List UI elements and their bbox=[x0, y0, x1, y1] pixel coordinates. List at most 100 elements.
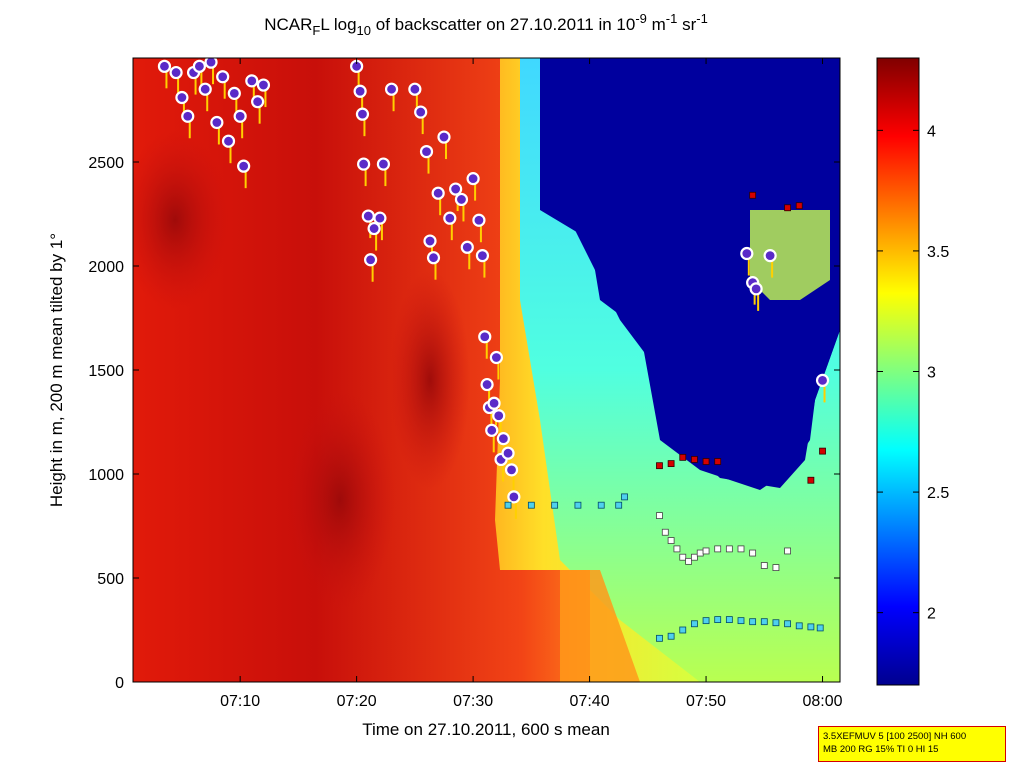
aerosol-layer-marker bbox=[714, 545, 722, 553]
cloud-base-marker bbox=[175, 90, 189, 105]
y-axis-ticks: 0 500 1000 1500 2000 2500 bbox=[88, 155, 840, 692]
layer-top-marker bbox=[679, 453, 687, 461]
x-tick-label: 07:10 bbox=[220, 693, 260, 710]
aerosol-layer-marker bbox=[679, 553, 687, 561]
mixing-layer-low-marker bbox=[816, 624, 824, 632]
dark-core-3 bbox=[390, 270, 470, 490]
cloud-base-marker bbox=[480, 377, 494, 392]
cloud-base-marker bbox=[364, 253, 378, 267]
lower-orange-edge bbox=[560, 570, 640, 682]
cloud-base-marker bbox=[489, 350, 504, 365]
cloud-base-marker bbox=[245, 74, 259, 88]
cloud-base-marker bbox=[763, 249, 777, 263]
cloud-base-marker bbox=[460, 240, 474, 254]
cloud-base-marker bbox=[408, 82, 422, 96]
cloud-base-marker bbox=[492, 409, 506, 423]
cloud-base-marker bbox=[472, 213, 486, 227]
y-axis-label: Height in m, 200 m mean tilted by 1° bbox=[47, 233, 66, 507]
mixing-layer-low-marker bbox=[691, 620, 698, 628]
mixing-layer-low-marker bbox=[760, 618, 768, 626]
layer-top-marker bbox=[749, 191, 757, 199]
x-tick-label: 07:30 bbox=[453, 693, 493, 710]
y-tick-label: 0 bbox=[115, 675, 124, 692]
mixing-layer-low-marker bbox=[784, 620, 791, 628]
cloud-base-marker bbox=[227, 86, 241, 100]
cloud-base-marker bbox=[449, 182, 463, 196]
x-tick-label: 07:40 bbox=[570, 693, 610, 710]
cloud-base-marker bbox=[496, 432, 510, 446]
aerosol-layer-marker bbox=[737, 545, 745, 553]
colorbar-tick-label: 3.5 bbox=[927, 244, 949, 261]
x-tick-label: 08:00 bbox=[803, 693, 843, 710]
cloud-base-marker bbox=[353, 84, 367, 98]
cloud-base-marker bbox=[361, 209, 375, 223]
mixing-layer-low-marker bbox=[656, 634, 663, 642]
mixing-layer-mid-marker bbox=[574, 501, 582, 509]
layer-top-marker bbox=[691, 456, 698, 463]
colorbar-tick-label: 2.5 bbox=[927, 485, 949, 502]
cloud-base-marker bbox=[414, 105, 428, 119]
y-tick-label: 2000 bbox=[88, 259, 124, 276]
mixing-layer-low-marker bbox=[749, 618, 757, 626]
mixing-layer-mid-marker bbox=[551, 501, 559, 509]
cloud-base-marker bbox=[198, 82, 212, 96]
aerosol-layer-marker bbox=[673, 545, 681, 553]
y-tick-label: 500 bbox=[97, 571, 124, 588]
cloud-base-marker bbox=[815, 373, 830, 387]
layer-top-marker bbox=[714, 458, 722, 465]
cloud-base-marker bbox=[443, 211, 457, 225]
mixing-layer-low-marker bbox=[737, 617, 745, 625]
cloud-base-marker bbox=[192, 59, 206, 73]
x-axis-label: Time on 27.10.2011, 600 s mean bbox=[362, 720, 610, 739]
cloud-base-marker bbox=[419, 145, 434, 159]
cloud-base-marker bbox=[251, 95, 265, 109]
cyan-region bbox=[500, 58, 840, 682]
chart-title: NCARFL log10 of backscatter on 27.10.201… bbox=[264, 11, 708, 38]
cloud-base-marker bbox=[233, 109, 247, 123]
cloud-base-marker bbox=[157, 59, 172, 73]
marker-layer bbox=[157, 58, 830, 642]
cloud-base-marker bbox=[431, 186, 445, 200]
layer-top-marker bbox=[795, 202, 803, 210]
aerosol-layer-marker bbox=[772, 564, 780, 571]
mixing-layer-low-marker bbox=[679, 626, 687, 634]
heatmap-area bbox=[133, 58, 840, 682]
cloud-base-marker bbox=[256, 78, 271, 92]
aerosol-layer-marker bbox=[656, 512, 663, 519]
dark-core-1 bbox=[133, 130, 230, 310]
cloud-patch bbox=[750, 210, 830, 300]
mixing-layer-mid-marker bbox=[597, 501, 605, 509]
aerosol-layer-marker bbox=[667, 537, 675, 544]
layer-top-marker bbox=[784, 204, 791, 212]
cloud-base-marker bbox=[454, 192, 469, 207]
mixing-layer-mid-marker bbox=[615, 501, 623, 509]
layer-top-marker bbox=[702, 458, 710, 465]
x-tick-label: 07:20 bbox=[337, 693, 377, 710]
cloud-base-marker bbox=[478, 330, 492, 344]
cloud-base-marker bbox=[437, 130, 451, 144]
colorbar-ticks: 2 2.5 3 3.5 4 bbox=[877, 123, 949, 623]
mixing-layer-low-marker bbox=[772, 619, 780, 627]
cloud-base-marker bbox=[237, 159, 251, 173]
cloud-base-marker bbox=[367, 221, 381, 236]
cloud-base-marker bbox=[384, 82, 399, 96]
cloud-base-marker bbox=[181, 109, 195, 123]
cloud-base-marker bbox=[423, 234, 437, 248]
dark-core-2 bbox=[285, 390, 395, 610]
cloud-base-marker bbox=[373, 211, 387, 225]
high-backscatter-region bbox=[133, 58, 590, 682]
cloud-base-marker bbox=[749, 282, 763, 296]
aerosol-layer-marker bbox=[691, 553, 698, 561]
y-tick-label: 1500 bbox=[88, 363, 124, 380]
layer-top-marker bbox=[807, 476, 815, 484]
mixing-layer-mid-marker bbox=[527, 501, 535, 509]
aerosol-layer-marker bbox=[725, 545, 733, 553]
cloud-base-marker bbox=[355, 107, 370, 121]
cloud-base-marker bbox=[210, 115, 224, 130]
cloud-base-marker bbox=[466, 172, 480, 186]
colorbar-tick-label: 2 bbox=[927, 606, 936, 623]
aerosol-layer-marker bbox=[784, 547, 791, 555]
colorbar-tick-label: 3 bbox=[927, 365, 936, 382]
transition-region bbox=[460, 58, 700, 682]
aerosol-layer-marker bbox=[749, 549, 757, 557]
